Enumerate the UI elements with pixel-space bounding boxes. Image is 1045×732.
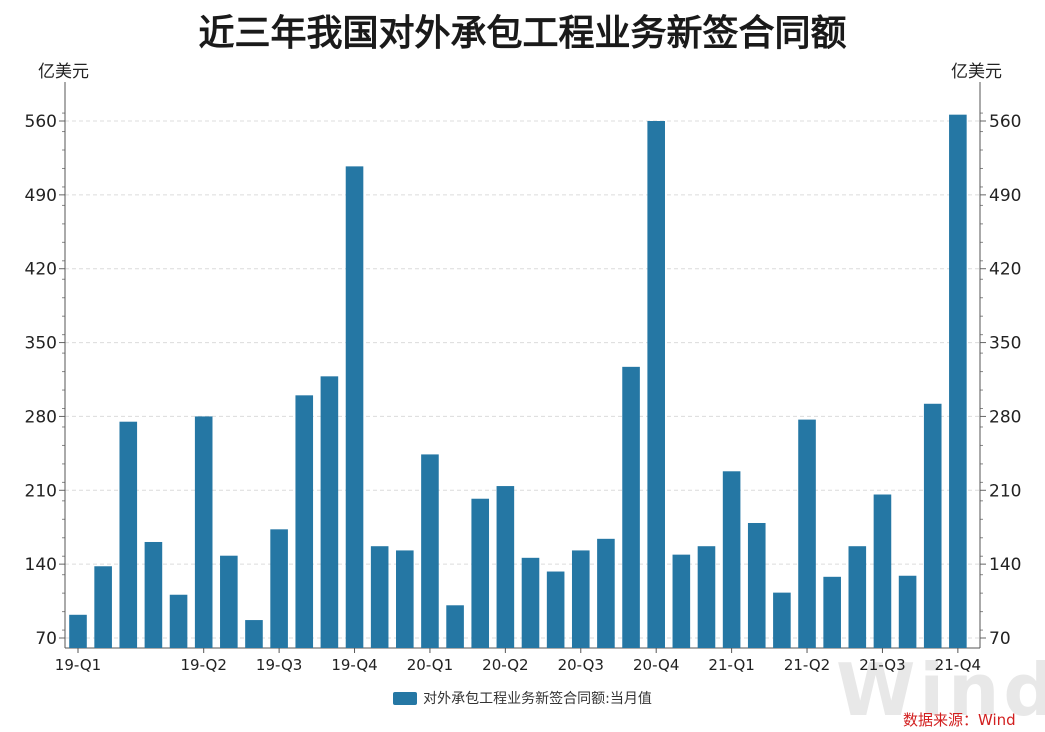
y-tick-label-left: 560 — [25, 112, 57, 132]
bar — [697, 546, 716, 648]
x-tick-label: 20-Q4 — [633, 656, 679, 674]
bar — [220, 555, 238, 648]
legend[interactable]: 对外承包工程业务新签合同额:当月值 — [0, 688, 1045, 708]
legend-swatch — [393, 692, 418, 705]
y-tick-label-right: 280 — [989, 407, 1021, 427]
right-axis-unit: 亿美元 — [951, 62, 1002, 82]
bar — [69, 614, 87, 648]
x-tick-label: 20-Q3 — [558, 656, 604, 674]
bar — [923, 403, 942, 648]
y-tick-label-right: 420 — [989, 260, 1021, 280]
y-tick-label-left: 140 — [25, 555, 57, 575]
y-tick-label-left: 280 — [25, 407, 57, 427]
bar — [421, 454, 439, 648]
bar — [898, 575, 917, 648]
left-axis-unit: 亿美元 — [38, 62, 89, 82]
bar — [949, 114, 967, 649]
bar — [647, 121, 665, 648]
bar — [446, 605, 464, 648]
bar — [194, 416, 213, 648]
bar — [396, 550, 414, 648]
bar — [471, 498, 490, 648]
bar — [571, 550, 590, 648]
x-tick-label: 20-Q1 — [407, 656, 453, 674]
y-tick-label-left: 210 — [25, 481, 57, 501]
x-tick-label: 19-Q2 — [180, 656, 226, 674]
bar — [823, 576, 841, 648]
y-tick-label-right: 490 — [989, 186, 1021, 206]
y-tick-label-left: 350 — [25, 334, 57, 354]
bar — [144, 541, 163, 648]
bar — [773, 592, 791, 648]
x-tick-label: 21-Q2 — [784, 656, 830, 674]
bar — [245, 620, 263, 648]
bar — [295, 395, 314, 648]
y-tick-label-right: 140 — [989, 555, 1021, 575]
bar — [622, 366, 640, 648]
x-tick-label: 21-Q4 — [935, 656, 981, 674]
y-tick-label-right: 70 — [989, 629, 1011, 649]
y-tick-label-right: 350 — [989, 334, 1021, 354]
x-tick-label: 19-Q1 — [55, 656, 101, 674]
bar — [672, 554, 691, 648]
bar — [597, 538, 615, 648]
bar — [320, 376, 339, 648]
x-tick-label: 19-Q4 — [331, 656, 377, 674]
bar — [370, 546, 389, 648]
bar — [722, 471, 741, 648]
bar — [798, 419, 816, 648]
x-tick-label: 21-Q1 — [708, 656, 754, 674]
x-tick-label: 20-Q2 — [482, 656, 528, 674]
y-tick-label-left: 490 — [25, 186, 57, 206]
bar — [747, 522, 766, 648]
bar — [270, 529, 288, 648]
y-tick-label-right: 210 — [989, 481, 1021, 501]
bar — [521, 557, 540, 648]
y-tick-label-left: 70 — [35, 629, 57, 649]
bar — [873, 494, 892, 648]
bar — [345, 166, 364, 648]
y-tick-label-left: 420 — [25, 260, 57, 280]
source-note: 数据来源：Wind — [903, 711, 1016, 729]
bar — [94, 566, 112, 648]
bar — [848, 546, 867, 648]
x-tick-label: 21-Q3 — [859, 656, 905, 674]
chart-title: 近三年我国对外承包工程业务新签合同额 — [198, 13, 847, 54]
wind-watermark: Wind — [836, 648, 1045, 732]
legend-label: 对外承包工程业务新签合同额:当月值 — [423, 691, 652, 707]
bar — [546, 571, 565, 648]
bar — [496, 486, 515, 648]
x-tick-label: 19-Q3 — [256, 656, 302, 674]
bar — [169, 594, 188, 648]
y-tick-label-right: 560 — [989, 112, 1021, 132]
bar — [119, 421, 138, 648]
